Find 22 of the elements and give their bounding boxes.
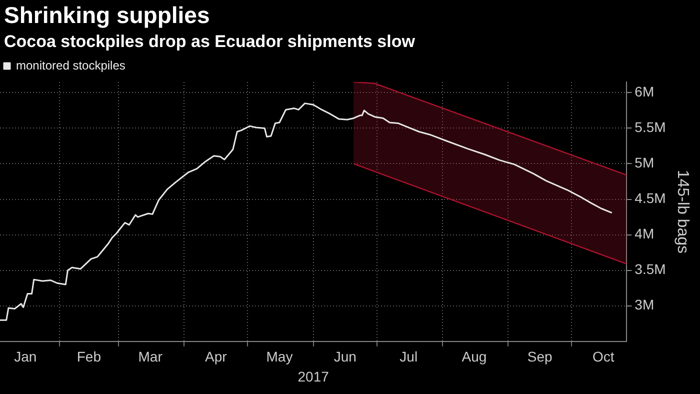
x-tick-label: Apr: [205, 348, 228, 365]
x-axis-title: 2017: [298, 368, 330, 384]
x-tick-label: May: [266, 348, 293, 365]
y-axis-title: 145-lb bags: [674, 170, 691, 254]
x-tick-label: Sep: [527, 348, 553, 365]
x-tick-label: Feb: [76, 348, 102, 365]
y-tick-label: 4.5M: [634, 190, 666, 206]
x-tick-label: Oct: [592, 348, 614, 365]
y-tick-label: 6M: [634, 84, 654, 100]
x-tick-label: Jan: [14, 348, 37, 365]
legend-label: monitored stockpiles: [16, 58, 126, 72]
y-tick-label: 5.5M: [634, 119, 666, 136]
y-tick-label: 3.5M: [634, 261, 666, 278]
y-tick-label: 4M: [634, 226, 654, 242]
chart-title: Shrinking supplies: [4, 2, 210, 29]
y-tick-label: 3M: [634, 296, 654, 313]
x-tick-label: Mar: [138, 348, 163, 365]
chart-subtitle: Cocoa stockpiles drop as Ecuador shipments slow: [4, 32, 415, 52]
y-tick-label: 5M: [634, 154, 654, 171]
x-tick-label: Jul: [400, 348, 418, 365]
x-tick-label: Aug: [462, 348, 487, 365]
x-tick-label: Jun: [334, 348, 356, 365]
